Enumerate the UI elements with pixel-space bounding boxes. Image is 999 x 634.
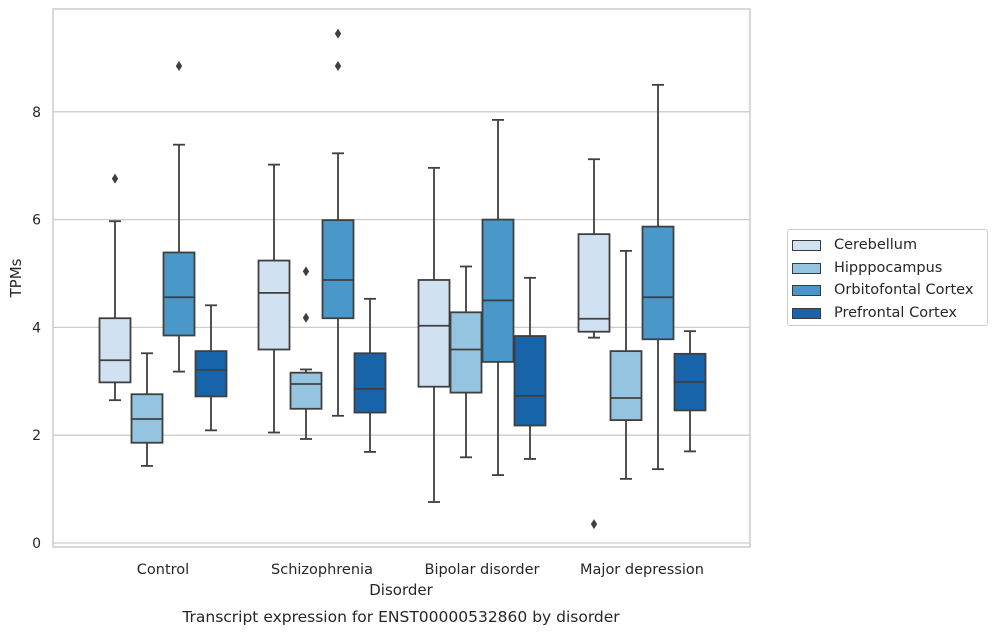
x-tick-label-major-depression: Major depression bbox=[580, 562, 704, 578]
outlier-point bbox=[175, 60, 183, 71]
iqr-box bbox=[194, 350, 228, 398]
legend-label-orbitofontal-cortex: Orbitofontal Cortex bbox=[834, 282, 974, 298]
legend-swatch-hipppocampus bbox=[792, 262, 821, 274]
iqr-box bbox=[641, 225, 675, 341]
legend-swatch-orbitofontal-cortex bbox=[792, 284, 821, 296]
legend-label-cerebellum: Cerebellum bbox=[834, 237, 918, 253]
box-cerebellum-bipolar-disorder bbox=[417, 166, 451, 503]
legend-item-prefrontal-cortex: Prefrontal Cortex bbox=[792, 303, 957, 323]
legend-item-hipppocampus: Hipppocampus bbox=[792, 258, 942, 278]
iqr-box bbox=[289, 371, 323, 410]
iqr-box bbox=[257, 259, 291, 351]
box-prefrontal-cortex-major-depression bbox=[673, 330, 707, 453]
outlier-point bbox=[111, 173, 119, 184]
box-cerebellum-major-depression bbox=[577, 158, 611, 530]
box-cerebellum-control bbox=[98, 173, 132, 402]
plot-frame bbox=[52, 8, 751, 548]
iqr-box bbox=[481, 218, 515, 363]
box-hipppocampus-major-depression bbox=[609, 249, 643, 480]
outlier-point bbox=[302, 266, 310, 277]
x-tick-label-control: Control bbox=[137, 562, 189, 578]
x-tick-labels: Control Schizophrenia Bipolar disorder Majo… bbox=[137, 562, 704, 578]
legend-label-hipppocampus: Hipppocampus bbox=[834, 260, 943, 276]
legend-swatch-prefrontal-cortex bbox=[792, 307, 821, 319]
iqr-box bbox=[577, 233, 611, 333]
y-tick-label-6: 6 bbox=[32, 213, 41, 229]
box-prefrontal-cortex-schizophrenia bbox=[353, 297, 387, 453]
box-hipppocampus-schizophrenia bbox=[289, 266, 323, 440]
y-tick-label-0: 0 bbox=[32, 536, 41, 552]
box-prefrontal-cortex-bipolar-disorder bbox=[513, 276, 547, 460]
iqr-box bbox=[513, 335, 547, 427]
legend-item-orbitofontal-cortex: Orbitofontal Cortex bbox=[792, 280, 973, 300]
iqr-box bbox=[321, 219, 355, 320]
legend-item-cerebellum: Cerebellum bbox=[792, 235, 917, 255]
y-tick-label-8: 8 bbox=[32, 105, 41, 121]
boxes bbox=[98, 28, 707, 530]
iqr-box bbox=[609, 350, 643, 422]
iqr-box bbox=[353, 352, 387, 414]
box-hipppocampus-bipolar-disorder bbox=[449, 265, 483, 459]
x-axis-label: Disorder bbox=[369, 581, 433, 599]
y-axis-label: TPMs bbox=[7, 258, 25, 298]
iqr-box bbox=[417, 279, 451, 388]
box-cerebellum-schizophrenia bbox=[257, 163, 291, 434]
legend-label-prefrontal-cortex: Prefrontal Cortex bbox=[834, 305, 957, 321]
x-tick-label-bipolar-disorder: Bipolar disorder bbox=[425, 562, 540, 578]
outlier-point bbox=[590, 519, 598, 530]
box-orbitofontal-cortex-bipolar-disorder bbox=[481, 118, 515, 476]
box-hipppocampus-control bbox=[130, 352, 164, 467]
outlier-point bbox=[334, 28, 342, 39]
chart-title: Transcript expression for ENST0000053286… bbox=[181, 608, 620, 626]
iqr-box bbox=[162, 251, 196, 337]
outlier-point bbox=[334, 60, 342, 71]
box-orbitofontal-cortex-major-depression bbox=[641, 83, 675, 471]
box-orbitofontal-cortex-control bbox=[162, 60, 196, 373]
iqr-box bbox=[449, 311, 483, 394]
x-tick-label-schizophrenia: Schizophrenia bbox=[271, 562, 373, 578]
legend: Cerebellum Hipppocampus Orbitofontal Cor… bbox=[787, 229, 988, 326]
box-prefrontal-cortex-control bbox=[194, 304, 228, 432]
y-tick-label-2: 2 bbox=[32, 428, 41, 444]
y-tick-labels: 0 2 4 6 8 bbox=[32, 105, 41, 552]
outlier-point bbox=[302, 312, 310, 323]
y-tick-label-4: 4 bbox=[32, 320, 41, 336]
iqr-box bbox=[98, 317, 132, 384]
box-orbitofontal-cortex-schizophrenia bbox=[321, 28, 355, 417]
legend-swatch-cerebellum bbox=[792, 239, 821, 251]
